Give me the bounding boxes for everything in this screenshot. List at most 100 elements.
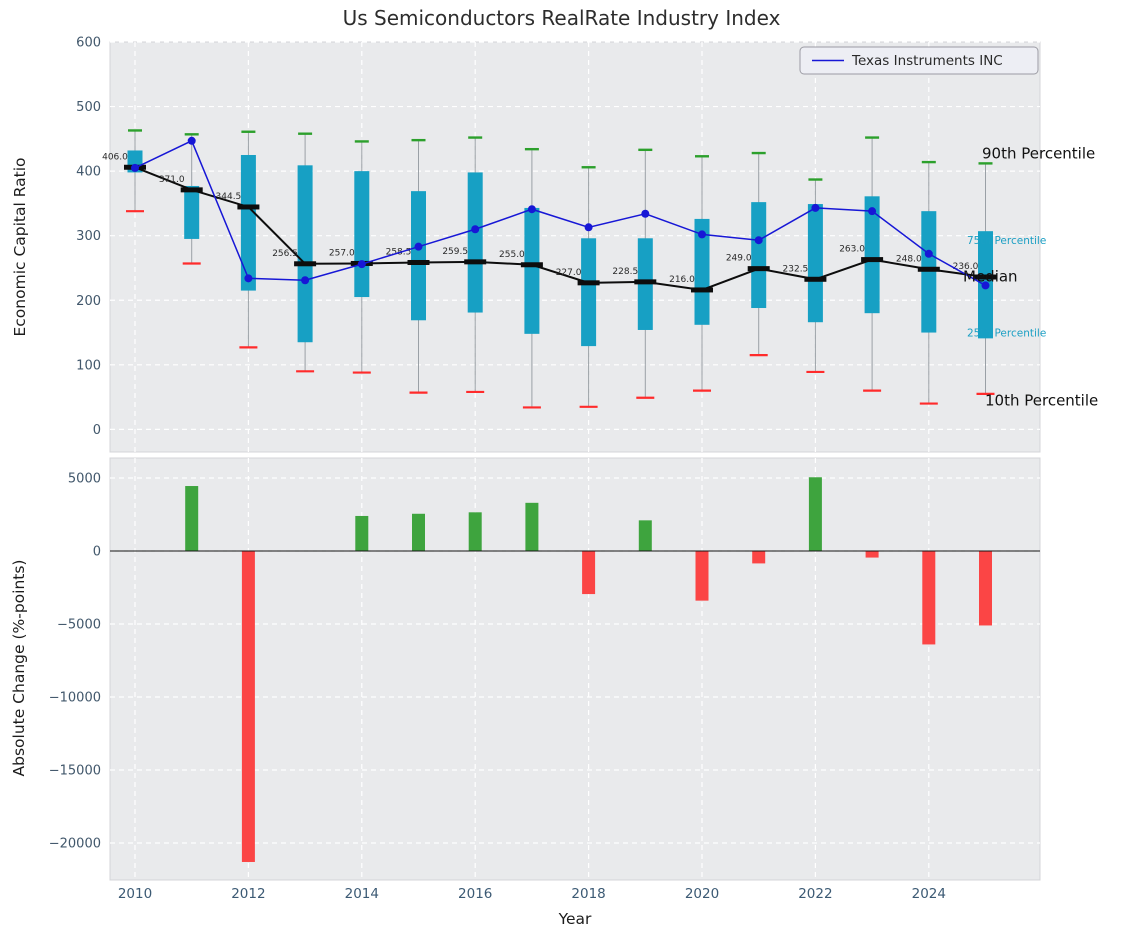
ti-marker [301, 276, 310, 285]
annotation-90th-percentile: 90th Percentile [982, 145, 1095, 163]
median-marker [747, 266, 770, 272]
legend-label: Texas Instruments INC [851, 53, 1003, 69]
annotation-10th-percentile: 10th Percentile [985, 391, 1098, 409]
iqr-box [467, 172, 483, 313]
x-tick-label: 2014 [345, 886, 379, 902]
iqr-box [694, 218, 710, 325]
change-bar [525, 502, 539, 551]
ti-marker [868, 207, 877, 216]
median-value-label: 216.0 [669, 275, 695, 285]
iqr-box [184, 185, 200, 239]
iqr-box [411, 191, 426, 321]
y-tick-label: 5000 [68, 472, 101, 487]
median-marker [180, 187, 203, 193]
chart-title: Us Semiconductors RealRate Industry Inde… [342, 6, 781, 30]
change-bars [185, 477, 992, 862]
legend-box [799, 46, 1039, 75]
legend: Texas Instruments INC [799, 46, 1039, 75]
median-value-label: 344.5 [216, 192, 242, 202]
change-bar [638, 520, 652, 551]
change-bar [695, 551, 709, 601]
ti-marker [811, 203, 820, 212]
change-bar [865, 551, 879, 558]
median-marker [237, 204, 260, 210]
y-ticks-top: 0 100 200 300 400 500 600 [76, 36, 101, 438]
change-bar [922, 551, 936, 645]
iqr-box [921, 211, 937, 333]
x-ticks: 2010 2012 2014 2016 2018 2020 2022 2024 [118, 886, 946, 902]
x-tick-label: 2010 [118, 886, 152, 902]
annotation-25th-percentile: 25th Percentile [967, 327, 1046, 339]
y-tick-label: −10000 [49, 691, 101, 706]
y-tick-label: −20000 [49, 837, 101, 852]
annotation-75th-percentile: 75th Percentile [967, 235, 1046, 247]
iqr-box [354, 171, 370, 298]
y-tick-label: 100 [76, 358, 101, 373]
top-chart-group: 0 100 200 300 400 500 600 406.0 371.0 344.5 256.5 2… [76, 36, 1098, 453]
x-tick-label: 2016 [458, 886, 492, 902]
median-marker [464, 259, 487, 265]
median-marker [804, 276, 827, 282]
ti-marker [924, 249, 933, 258]
ti-marker [698, 230, 706, 239]
median-value-label: 257.0 [329, 248, 355, 258]
y-tick-label: 300 [76, 229, 101, 244]
y-tick-label: −5000 [57, 618, 101, 633]
median-marker [691, 287, 713, 293]
median-value-label: 263.0 [839, 245, 865, 255]
median-value-label: 232.5 [783, 264, 809, 274]
median-line [134, 166, 986, 291]
ti-marker [641, 209, 650, 218]
bottom-chart-group: 5000 0 −5000 −10000 −15000 −20000 2010 2012 2014… [49, 457, 1041, 902]
y-tick-label: 0 [93, 545, 101, 560]
change-bar [185, 486, 199, 551]
median-value-label: 228.5 [612, 267, 638, 277]
median-value-label: 255.0 [499, 250, 525, 260]
y-tick-label: 400 [76, 165, 101, 180]
median-value-label: 371.0 [159, 175, 185, 185]
x-tick-label: 2020 [685, 886, 719, 902]
median-value-label: 406.0 [102, 152, 128, 162]
y-tick-label: 0 [93, 423, 101, 438]
median-marker [520, 262, 543, 268]
ti-markers [131, 136, 990, 290]
bottom-plot-area [109, 457, 1041, 881]
median-marker [634, 279, 657, 285]
median-value-label: 259.5 [442, 247, 468, 257]
median-marker [974, 274, 997, 280]
change-bar [468, 512, 482, 551]
median-value-label: 248.0 [896, 254, 922, 264]
median-value-label: 227.0 [556, 268, 582, 278]
median-value-label: 236.0 [953, 262, 979, 272]
iqr-box [524, 207, 540, 334]
y-ticks-bottom: 5000 0 −5000 −10000 −15000 −20000 [49, 472, 101, 852]
change-bar [241, 551, 255, 862]
median-marker [917, 266, 940, 272]
bottom-chart: 5000 0 −5000 −10000 −15000 −20000 2010 2012 2014… [10, 457, 1041, 928]
change-bar [752, 551, 766, 564]
ti-marker [187, 136, 196, 145]
iqr-box [297, 165, 313, 343]
iqr-box [807, 204, 823, 323]
ti-marker [131, 163, 139, 172]
change-bar [808, 477, 822, 551]
median-marker [861, 257, 884, 263]
median-value-label: 256.5 [272, 249, 298, 259]
top-chart: 0 100 200 300 400 500 600 406.0 371.0 344.5 256.5 2… [11, 36, 1098, 453]
y-axis-label-bottom: Absolute Change (%-points) [10, 560, 28, 777]
annotation-median: Median [963, 267, 1018, 285]
ti-marker [754, 236, 763, 245]
change-bar [979, 551, 992, 626]
median-marker [294, 261, 317, 267]
ti-marker [527, 205, 536, 214]
ti-marker [357, 260, 366, 269]
x-tick-label: 2018 [571, 886, 605, 902]
iqr-box [240, 154, 256, 291]
ti-marker [471, 225, 480, 234]
change-bar [412, 513, 425, 551]
x-tick-label: 2022 [798, 886, 832, 902]
y-tick-label: 600 [76, 36, 101, 51]
percentile-annotations: 90th Percentile 75th Percentile Median 25th… [963, 145, 1098, 410]
iqr-box [751, 202, 767, 309]
